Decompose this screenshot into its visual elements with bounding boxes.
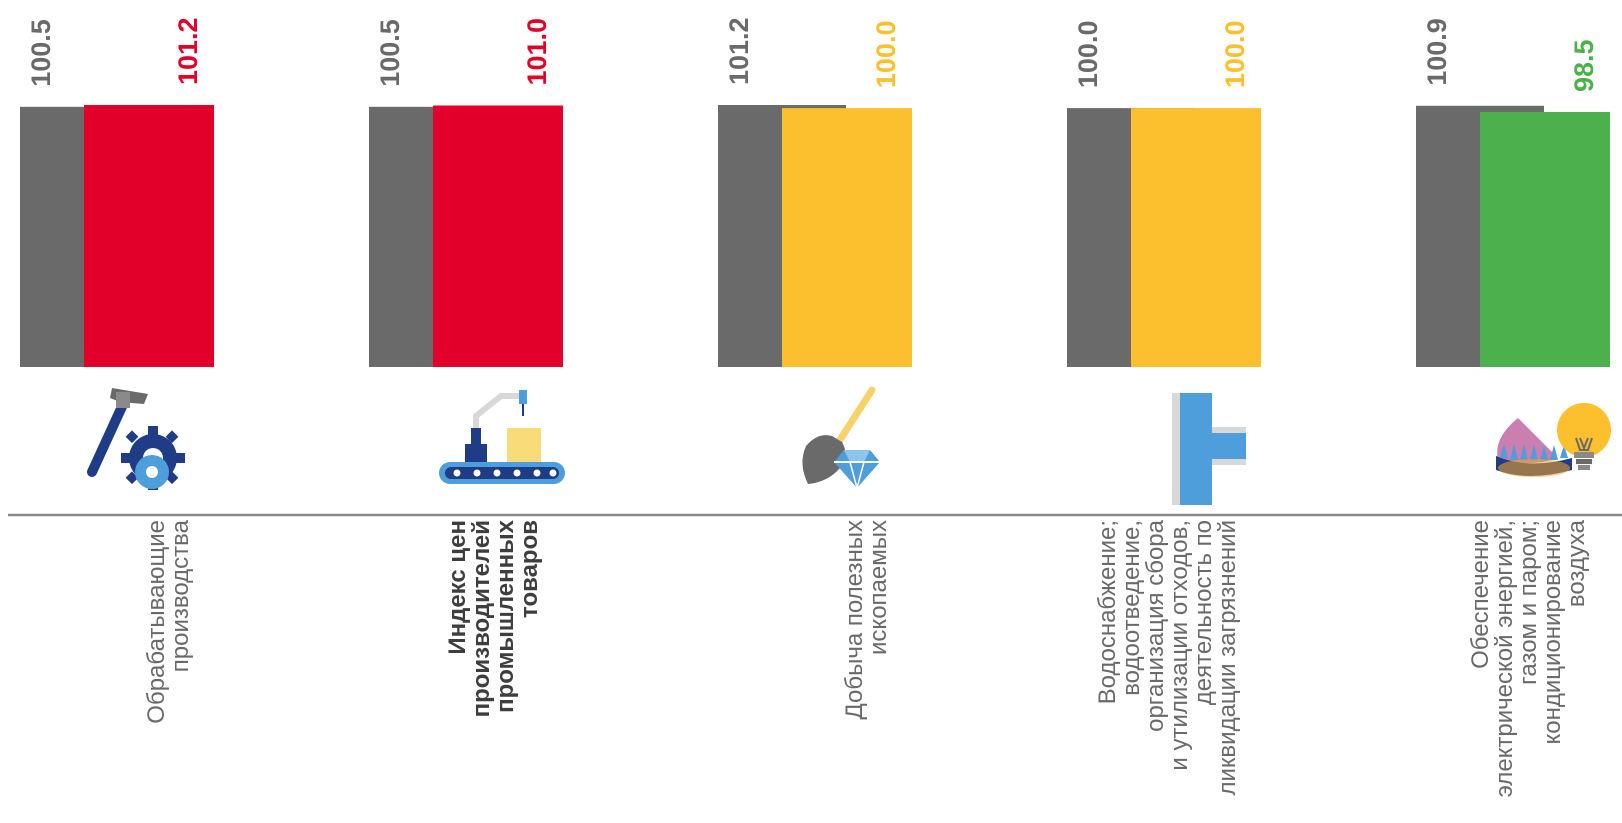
bar-series2-4 bbox=[1480, 111, 1610, 368]
category-label-line: производителей bbox=[468, 520, 495, 717]
category-label-line: газом и паром; bbox=[1515, 520, 1542, 685]
water-pipe-icon bbox=[1172, 393, 1246, 505]
bar-series2-0 bbox=[84, 105, 214, 367]
category-label-line: ископаемых bbox=[865, 520, 892, 655]
category-label-line: товаров bbox=[516, 520, 543, 618]
category-label-line: и утилизации отходов, bbox=[1166, 520, 1193, 771]
category-label-line: Индекс цен bbox=[444, 520, 471, 655]
shovel-diamond-icon bbox=[802, 386, 880, 489]
category-label-line: ликвидации загрязнений bbox=[1214, 520, 1241, 796]
category-label-line: Обеспечение bbox=[1467, 520, 1494, 669]
value-label-series1-3: 100.0 bbox=[1073, 21, 1103, 89]
bar-series2-2 bbox=[782, 108, 912, 367]
category-label-line: промышленных bbox=[492, 519, 519, 713]
value-label-series1-4: 100.9 bbox=[1422, 18, 1452, 86]
category-label-line: воздуха bbox=[1563, 519, 1590, 607]
value-label-series2-0: 101.2 bbox=[173, 17, 203, 85]
category-label-line: Водоснабжение; bbox=[1094, 520, 1121, 704]
value-labels-layer: 100.5 101.2 100.5 101.0 101.2 100.0 100.0 100.0… bbox=[26, 17, 1599, 92]
category-label-1: Индекс ценпроизводителейпромышленныхтова… bbox=[444, 519, 543, 717]
value-label-series2-1: 101.0 bbox=[522, 18, 552, 86]
value-label-series2-2: 100.0 bbox=[871, 21, 901, 89]
bar-series2-3 bbox=[1131, 108, 1261, 367]
value-label-series1-0: 100.5 bbox=[26, 19, 56, 87]
bar-series2-1 bbox=[433, 105, 563, 367]
gas-flame-lightbulb-icon bbox=[1496, 403, 1611, 477]
value-label-series2-4: 98.5 bbox=[1569, 39, 1599, 92]
hammer-gear-icon bbox=[87, 388, 185, 490]
bars-layer bbox=[20, 105, 1610, 368]
value-label-series1-2: 101.2 bbox=[724, 17, 754, 85]
category-label-line: организация сбора bbox=[1142, 519, 1169, 732]
category-label-line: Добыча полезных bbox=[841, 520, 868, 720]
value-label-series2-3: 100.0 bbox=[1220, 21, 1250, 89]
category-label-line: производства bbox=[167, 519, 194, 672]
category-label-3: Водоснабжение;водоотведение,организация … bbox=[1094, 519, 1241, 795]
category-label-line: кондиционирование bbox=[1539, 520, 1566, 744]
conveyor-robot-icon bbox=[439, 390, 565, 484]
category-label-line: электрической энергией, bbox=[1491, 520, 1518, 797]
category-label-line: водоотведение, bbox=[1118, 520, 1145, 696]
category-label-line: деятельность по bbox=[1190, 520, 1217, 705]
value-label-series1-1: 100.5 bbox=[375, 19, 405, 87]
category-label-line: Обрабатывающие bbox=[143, 520, 170, 724]
